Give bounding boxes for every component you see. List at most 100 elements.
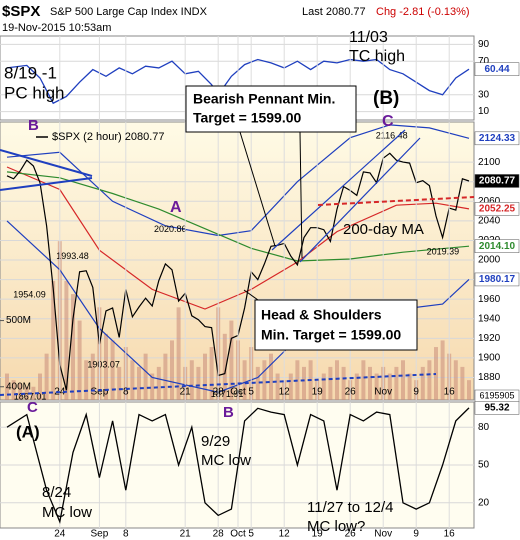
volume-bar xyxy=(110,340,115,400)
volume-bar xyxy=(203,353,207,400)
x-tick-label: 12 xyxy=(279,529,291,540)
volume-bar xyxy=(51,280,56,400)
volume-bar xyxy=(71,294,75,400)
value-box xyxy=(474,131,520,146)
volume-bar xyxy=(44,353,49,400)
annotation: 9/29 xyxy=(201,433,230,450)
extreme-label: 2116.48 xyxy=(376,130,408,140)
volume-bar xyxy=(143,353,148,400)
x-tick-label: 21 xyxy=(180,529,192,540)
annotation: TC high xyxy=(349,48,405,65)
value-box xyxy=(474,62,520,76)
x-tick-label: 9 xyxy=(413,529,419,540)
legend: $SPX (2 hour) 2080.77 xyxy=(52,131,165,143)
annotation: MC low xyxy=(201,452,251,469)
volume-bar xyxy=(354,373,359,400)
volume-tick-label: 500M xyxy=(6,315,31,326)
y-tick-label: 2100 xyxy=(478,157,501,168)
annotation: B xyxy=(28,117,39,134)
x-tick-label: 24 xyxy=(54,387,66,398)
extreme-label: 1871.91 xyxy=(211,389,244,399)
moving-average xyxy=(6,171,470,262)
x-tick-label: 19 xyxy=(312,387,324,398)
x-tick-label: 5 xyxy=(248,529,254,540)
volume-bar xyxy=(275,373,280,400)
y-tick-label: 90 xyxy=(478,39,490,50)
extreme-label: 1993.48 xyxy=(56,251,89,261)
last-price: Last 2080.77 xyxy=(302,6,366,18)
leader-line xyxy=(299,131,303,259)
index-name: S&P 500 Large Cap Index INDX xyxy=(50,6,208,18)
x-tick-label: Nov xyxy=(374,387,392,398)
extreme-label: 2019.39 xyxy=(427,246,460,256)
annotation: 11/27 to 12/4 xyxy=(307,499,393,516)
x-tick-label: Oct xyxy=(230,387,246,398)
extreme-label: 2020.86 xyxy=(154,224,187,234)
volume-bar xyxy=(117,366,122,400)
volume-bar xyxy=(77,320,82,400)
trend-line xyxy=(0,177,93,191)
x-tick-label: 19 xyxy=(312,529,324,540)
y-tick-label: 1880 xyxy=(478,372,501,383)
volume-bar xyxy=(335,360,339,400)
y-tick-label: 10 xyxy=(478,106,490,117)
y-tick-label: 2060 xyxy=(478,196,501,207)
annotation: Head & Shoulders xyxy=(261,307,382,323)
volume-bar xyxy=(229,320,234,400)
value-label: 60.44 xyxy=(484,64,509,75)
indicator-line xyxy=(6,407,470,524)
annotation: Bearish Pennant Min. xyxy=(193,91,335,107)
x-tick-label: 16 xyxy=(444,529,456,540)
x-tick-label: Nov xyxy=(374,529,392,540)
annotation: 200-day MA xyxy=(343,221,424,238)
timestamp: 19-Nov-2015 10:53am xyxy=(2,22,111,34)
volume-bar xyxy=(460,366,465,400)
volume-bar xyxy=(302,366,306,400)
volume-bar xyxy=(361,360,366,400)
volume-bar xyxy=(407,373,412,400)
volume-bar xyxy=(440,340,445,400)
x-tick-label: Oct xyxy=(230,529,246,540)
volume-bar xyxy=(189,360,194,400)
volume-readout: 6195905 xyxy=(479,390,514,400)
volume-bar xyxy=(137,366,141,400)
volume-bar xyxy=(38,373,42,400)
volume-bar xyxy=(90,353,95,400)
volume-bar xyxy=(242,360,247,400)
volume-bar xyxy=(5,373,9,400)
annotation: 11/03 xyxy=(349,29,388,46)
value-box xyxy=(474,239,520,253)
volume-bar xyxy=(453,360,458,400)
value-label: 2014.10 xyxy=(479,241,516,252)
callout-box xyxy=(254,299,418,351)
x-tick-label: 8 xyxy=(123,529,129,540)
volume-bar xyxy=(255,366,260,400)
x-tick-label: 28 xyxy=(213,387,225,398)
volume-bar xyxy=(387,373,392,400)
callout-box xyxy=(185,85,357,133)
x-tick-label: 21 xyxy=(180,387,192,398)
pennant-line xyxy=(299,137,421,263)
volume-bar xyxy=(368,366,372,400)
x-tick-label: 8 xyxy=(123,387,129,398)
x-tick-label: Sep xyxy=(91,529,109,540)
volume-bar xyxy=(130,360,135,400)
drawn-annotations xyxy=(0,85,475,396)
volume-bar xyxy=(196,366,201,400)
volume-bar xyxy=(18,383,23,400)
volume-bar xyxy=(401,360,405,400)
value-box xyxy=(474,174,520,188)
symbol: $SPX xyxy=(2,3,40,20)
y-tick-label: 1900 xyxy=(478,353,501,364)
volume-bar xyxy=(341,366,346,400)
volume-bar xyxy=(209,347,214,400)
value-label: 1980.17 xyxy=(479,274,516,285)
x-tick-label: 24 xyxy=(54,529,66,540)
x-tick-label: 28 xyxy=(213,529,225,540)
value-label: 2052.25 xyxy=(479,204,516,215)
volume-bar xyxy=(434,347,438,400)
volume-bar xyxy=(394,366,399,400)
annotation: 8/24 xyxy=(42,484,71,501)
